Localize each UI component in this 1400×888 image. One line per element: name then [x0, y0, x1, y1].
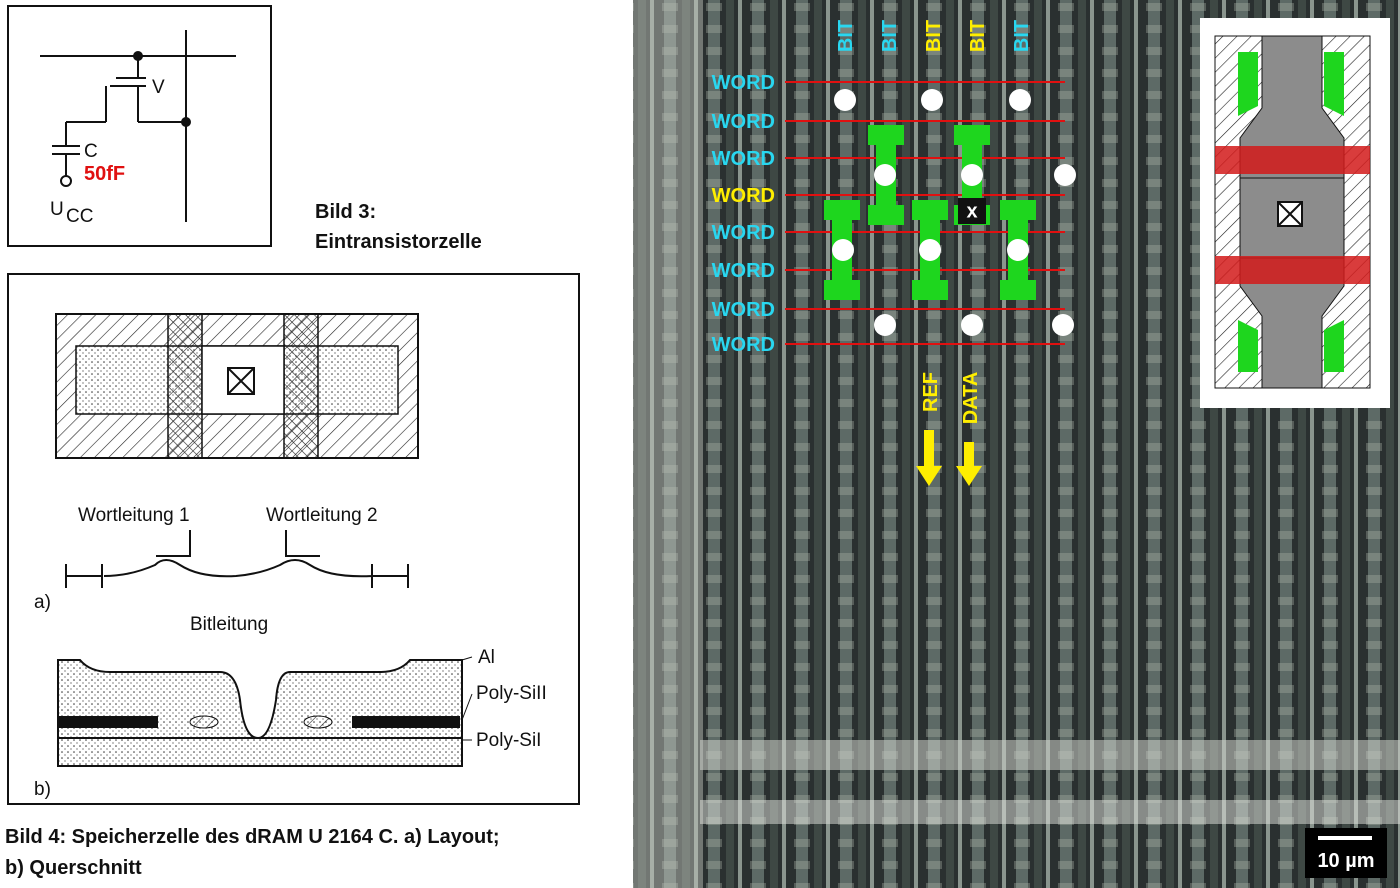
- shape: [1054, 164, 1076, 186]
- shape: [189, 715, 219, 729]
- label: Wortleitung 2: [266, 505, 378, 526]
- label: Bild 4: Speicherzelle des dRAM U 2164 C.…: [5, 826, 500, 848]
- bit-label: BIT: [879, 20, 901, 52]
- shape: [921, 89, 943, 111]
- shape: [1324, 52, 1344, 116]
- shape: [352, 716, 460, 728]
- label: 10 µm: [1317, 850, 1374, 872]
- shape: [461, 656, 473, 741]
- shape: [1238, 320, 1258, 372]
- shape: [874, 314, 896, 336]
- word-label: WORD: [712, 334, 775, 356]
- fig4-frame: [7, 273, 580, 805]
- shape: [227, 367, 255, 395]
- shape: [156, 530, 320, 557]
- shape: [58, 716, 158, 728]
- label: a): [34, 592, 51, 613]
- label: DATA: [960, 372, 982, 425]
- shape: [1324, 320, 1344, 372]
- label: REF: [920, 372, 942, 412]
- die-bus: [700, 800, 1400, 824]
- label: b) Querschnitt: [5, 857, 142, 879]
- bit-label: BIT: [923, 20, 945, 52]
- cross-section: [57, 656, 473, 767]
- bit-label: BIT: [967, 20, 989, 52]
- shape: [958, 198, 986, 224]
- shape: [65, 559, 409, 588]
- shape: [303, 715, 333, 729]
- fig3-frame: [7, 5, 272, 247]
- shape: [1009, 89, 1031, 111]
- shape: [874, 164, 896, 186]
- shape: [916, 430, 942, 486]
- shape: [832, 89, 1076, 336]
- die-edge: [633, 0, 703, 888]
- shape: [167, 313, 203, 459]
- shape: [832, 239, 854, 261]
- word-label: WORD: [712, 72, 775, 94]
- word-label: WORD: [712, 185, 775, 207]
- word-label: WORD: [712, 260, 775, 282]
- shape: [956, 442, 982, 486]
- bitline-drawing: [65, 530, 409, 588]
- label: Al: [478, 647, 495, 668]
- label: U: [50, 199, 64, 220]
- bit-label: BIT: [835, 20, 857, 52]
- label: Wortleitung 1: [78, 505, 190, 526]
- shape: [1215, 146, 1370, 174]
- label: Eintransistorzelle: [315, 231, 482, 253]
- die-bus: [700, 740, 1400, 770]
- shape: [919, 239, 941, 261]
- word-label: WORD: [712, 148, 775, 170]
- word-label: WORD: [712, 222, 775, 244]
- shape: [961, 164, 983, 186]
- shape: [961, 314, 983, 336]
- label: CC: [66, 206, 93, 227]
- circuit: [40, 30, 236, 222]
- label: Bitleitung: [190, 614, 268, 635]
- shape: [1238, 52, 1258, 116]
- shape: [1215, 256, 1370, 284]
- shape: [283, 313, 319, 459]
- cells: [824, 89, 1076, 336]
- word-label: WORD: [712, 299, 775, 321]
- label: b): [34, 779, 51, 800]
- label: V: [152, 77, 165, 98]
- shape: [834, 89, 856, 111]
- word-label: WORD: [712, 111, 775, 133]
- layout-drawing: [55, 313, 419, 459]
- arrows: [916, 430, 982, 486]
- shape: [1052, 314, 1074, 336]
- shape: WORD WORD WORD WORD WORD WORD WORD WORD BIT BIT BI…: [712, 20, 1065, 356]
- inset: [1200, 18, 1390, 408]
- label: Poly-SiII: [476, 683, 547, 704]
- label: Poly-SiI: [476, 730, 541, 751]
- label: 50fF: [84, 163, 125, 185]
- label: Bild 3:: [315, 201, 376, 223]
- shape: [1277, 201, 1303, 227]
- bit-label: BIT: [1011, 20, 1033, 52]
- label: C: [84, 141, 98, 162]
- shape: [1007, 239, 1029, 261]
- shape: [60, 175, 72, 187]
- label: x: [966, 200, 977, 222]
- shape: [57, 659, 463, 767]
